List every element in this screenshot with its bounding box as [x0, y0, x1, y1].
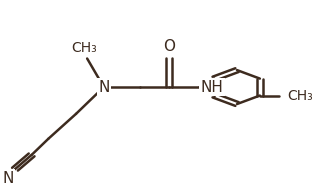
- Text: N: N: [2, 171, 14, 186]
- Text: O: O: [163, 39, 175, 54]
- Text: N: N: [98, 80, 110, 94]
- Text: CH₃: CH₃: [72, 41, 97, 55]
- Text: CH₃: CH₃: [288, 89, 314, 103]
- Text: NH: NH: [201, 80, 224, 94]
